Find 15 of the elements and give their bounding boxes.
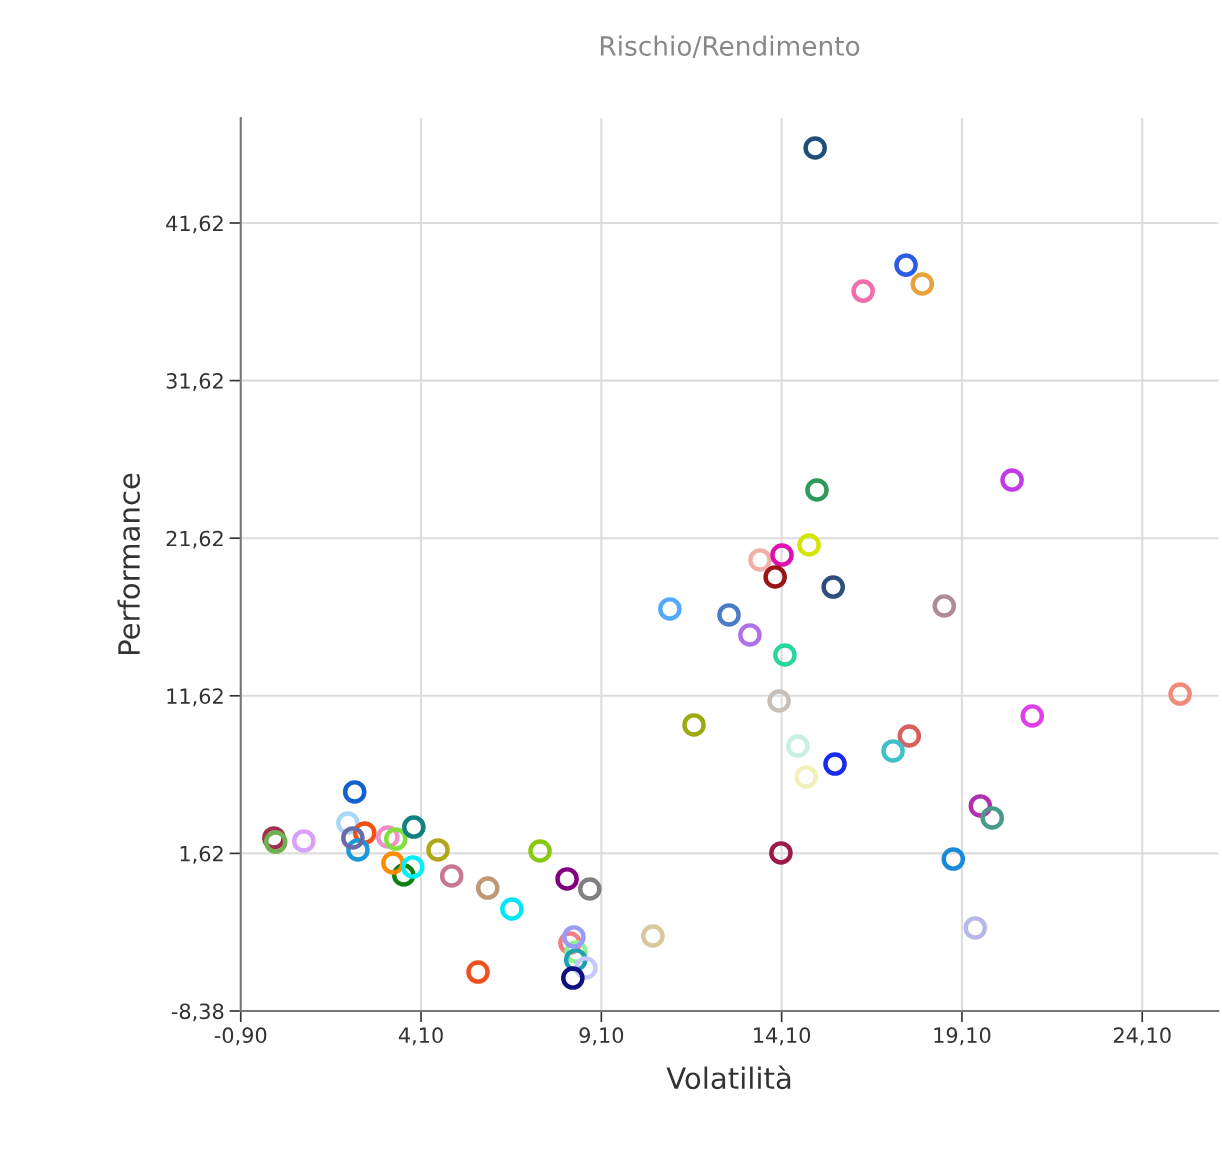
y-tick-label: -8,38 xyxy=(171,1003,224,1022)
x-tick-label: 24,10 xyxy=(1113,1027,1171,1046)
x-tick-label: 9,10 xyxy=(579,1027,624,1046)
y-axis-title: Performance xyxy=(117,473,141,655)
y-tick-label: 1,62 xyxy=(180,845,223,864)
x-tick-label: 19,10 xyxy=(934,1027,991,1046)
y-tick-label: 21,62 xyxy=(166,530,223,549)
y-tick-label: 11,62 xyxy=(167,688,223,707)
chart-title: Rischio/Rendimento xyxy=(600,35,860,58)
x-tick-label: -0,90 xyxy=(214,1027,267,1046)
y-tick-label: 31,62 xyxy=(166,373,223,391)
x-tick-label: 14,10 xyxy=(754,1027,811,1046)
x-tick-label: 4,10 xyxy=(398,1027,443,1046)
y-tick-label: 41,62 xyxy=(166,215,223,234)
x-axis-title: Volatilità xyxy=(666,1065,791,1090)
